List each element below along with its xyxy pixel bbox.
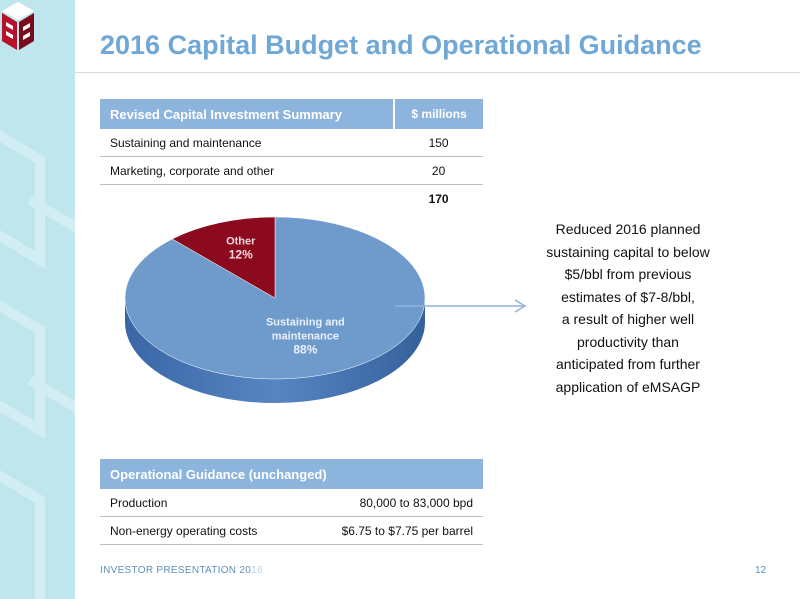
company-logo bbox=[2, 2, 34, 50]
total-label-empty bbox=[100, 185, 394, 213]
row-value: 80,000 to 83,000 bpd bbox=[301, 489, 483, 517]
table-header-row: Operational Guidance (unchanged) bbox=[100, 459, 483, 489]
pie-percent-label: 88% bbox=[293, 342, 317, 356]
row-value: 20 bbox=[394, 156, 483, 185]
total-value: 170 bbox=[428, 191, 449, 206]
total-row: 170 bbox=[100, 185, 483, 213]
row-label: Production bbox=[100, 489, 302, 517]
table-row: Production 80,000 to 83,000 bpd bbox=[100, 489, 483, 517]
guidance-table-header: Operational Guidance (unchanged) bbox=[100, 459, 483, 489]
row-label: Marketing, corporate and other bbox=[100, 156, 395, 185]
capital-table-header: Revised Capital Investment Summary bbox=[100, 99, 395, 129]
table-header-row: Revised Capital Investment Summary $ mil… bbox=[100, 99, 483, 129]
callout-text: Reduced 2016 planned sustaining capital … bbox=[512, 218, 744, 398]
table-row: Non-energy operating costs $6.75 to $7.7… bbox=[100, 516, 483, 545]
row-value: 150 bbox=[394, 129, 483, 157]
operational-guidance-table: Operational Guidance (unchanged) Product… bbox=[100, 459, 483, 545]
page-number: 12 bbox=[755, 565, 767, 576]
callout-line: a result of higher well bbox=[561, 311, 695, 327]
callout-arrow bbox=[395, 299, 527, 313]
row-value: $6.75 to $7.75 per barrel bbox=[301, 516, 483, 545]
sidebar-pattern bbox=[0, 130, 75, 599]
callout-line: estimates of $7-8/bbl, bbox=[561, 288, 695, 305]
callout-line: productivity than bbox=[577, 333, 679, 350]
capital-investment-table: Revised Capital Investment Summary $ mil… bbox=[100, 99, 483, 212]
arrow-head-icon bbox=[514, 299, 527, 313]
callout-line: $5/bbl from previous bbox=[564, 266, 692, 282]
title-divider bbox=[75, 72, 800, 73]
page-title: 2016 Capital Budget and Operational Guid… bbox=[100, 30, 702, 60]
row-label: Sustaining and maintenance bbox=[100, 129, 395, 157]
table-row: Sustaining and maintenance 150 bbox=[100, 129, 483, 157]
table-row: Marketing, corporate and other 20 bbox=[100, 156, 483, 185]
millions-header: $ millions bbox=[393, 99, 483, 129]
pie-side bbox=[125, 298, 425, 403]
pie-percent-label: 12% bbox=[229, 247, 253, 261]
callout-line: sustaining capital to below bbox=[546, 243, 710, 260]
footer-label-tail: 16 bbox=[251, 565, 263, 576]
pie-slice-label: Sustaining and bbox=[266, 316, 345, 328]
pie-slice-label: maintenance bbox=[272, 330, 339, 342]
pie-slice-other bbox=[171, 216, 276, 299]
footer-label-text: INVESTOR PRESENTATION 20 bbox=[100, 565, 252, 576]
sidebar-decoration bbox=[0, 0, 75, 599]
row-label: Non-energy operating costs bbox=[100, 516, 302, 545]
pie-slice-label: Other bbox=[226, 235, 256, 247]
callout-line: application of eMSAGP bbox=[555, 378, 701, 395]
pie-slice-sustaining bbox=[125, 216, 425, 380]
footer-label: INVESTOR PRESENTATION 2016 bbox=[100, 565, 263, 576]
callout-line: Reduced 2016 planned bbox=[555, 221, 701, 237]
callout-line: anticipated from further bbox=[556, 356, 700, 372]
